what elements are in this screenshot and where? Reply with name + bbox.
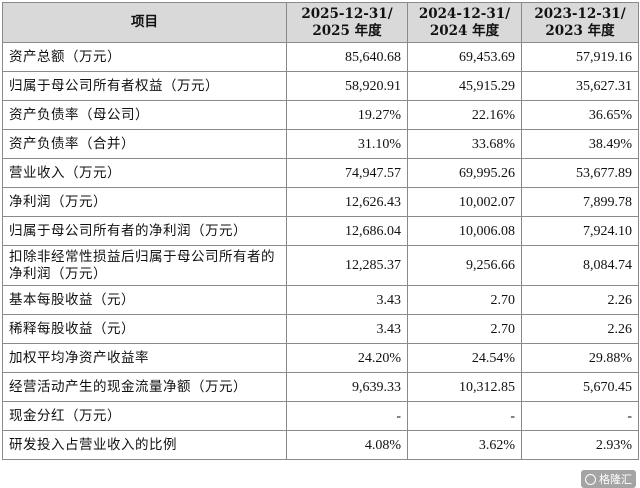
row-label: 营业收入（万元） xyxy=(2,158,287,188)
value-2025: 3.43 xyxy=(286,314,408,344)
header-2024-year: 2024 年度 xyxy=(429,22,500,39)
value-2024: 69,453.69 xyxy=(407,42,522,72)
table-row: 加权平均净资产收益率 24.20% 24.54% 29.88% xyxy=(2,343,639,373)
value-2024: 10,002.07 xyxy=(407,187,522,217)
header-2025-year: 2025 年度 xyxy=(312,22,382,39)
table-row: 资产负债率（合并） 31.10% 33.68% 38.49% xyxy=(2,129,639,159)
header-item: 项目 xyxy=(2,2,287,43)
row-label: 研发投入占营业收入的比例 xyxy=(2,430,287,460)
header-2023-date: 2023-12-31/ xyxy=(534,5,626,22)
value-2023: 7,924.10 xyxy=(521,216,639,246)
value-2025: 74,947.57 xyxy=(286,158,408,188)
value-2024: 9,256.66 xyxy=(407,245,522,286)
value-2023: 38.49% xyxy=(521,129,639,159)
value-2025: - xyxy=(286,401,408,431)
value-2025: 12,686.04 xyxy=(286,216,408,246)
table-row: 研发投入占营业收入的比例 4.08% 3.62% 2.93% xyxy=(2,430,639,460)
watermark-logo-icon xyxy=(585,473,596,485)
table-row: 净利润（万元） 12,626.43 10,002.07 7,899.78 xyxy=(2,187,639,217)
value-2025: 12,626.43 xyxy=(286,187,408,217)
table-row: 归属于母公司所有者的净利润（万元） 12,686.04 10,006.08 7,924… xyxy=(2,216,639,246)
value-2025: 4.08% xyxy=(286,430,408,460)
value-2024: 45,915.29 xyxy=(407,71,522,101)
table-row: 营业收入（万元） 74,947.57 69,995.26 53,677.89 xyxy=(2,158,639,188)
row-label: 资产负债率（合并） xyxy=(2,129,287,159)
table-row: 经营活动产生的现金流量净额（万元） 9,639.33 10,312.85 5,670.… xyxy=(2,372,639,402)
value-2025: 9,639.33 xyxy=(286,372,408,402)
value-2025: 58,920.91 xyxy=(286,71,408,101)
financial-table: 项目 2025-12-31/ 2025 年度 2024-12-31/ 2024 … xyxy=(2,2,639,460)
header-2024: 2024-12-31/ 2024 年度 xyxy=(407,2,522,43)
row-label: 资产负债率（母公司） xyxy=(2,100,287,130)
value-2023: 29.88% xyxy=(521,343,639,373)
header-2025-date: 2025-12-31/ xyxy=(301,5,393,22)
value-2024: 10,312.85 xyxy=(407,372,522,402)
value-2023: 7,899.78 xyxy=(521,187,639,217)
value-2024: 22.16% xyxy=(407,100,522,130)
header-2023-year: 2023 年度 xyxy=(545,22,615,39)
value-2024: 69,995.26 xyxy=(407,158,522,188)
table-body: 资产总额（万元） 85,640.68 69,453.69 57,919.16 归属于母公… xyxy=(2,42,639,460)
value-2024: 3.62% xyxy=(407,430,522,460)
row-label: 基本每股收益（元） xyxy=(2,285,287,315)
financial-table-container: 项目 2025-12-31/ 2025 年度 2024-12-31/ 2024 … xyxy=(2,2,639,460)
row-label: 现金分红（万元） xyxy=(2,401,287,431)
value-2023: 35,627.31 xyxy=(521,71,639,101)
header-row: 项目 2025-12-31/ 2025 年度 2024-12-31/ 2024 … xyxy=(2,2,639,43)
value-2025: 24.20% xyxy=(286,343,408,373)
value-2023: 8,084.74 xyxy=(521,245,639,286)
row-label: 经营活动产生的现金流量净额（万元） xyxy=(2,372,287,402)
table-row: 资产总额（万元） 85,640.68 69,453.69 57,919.16 xyxy=(2,42,639,72)
table-header: 项目 2025-12-31/ 2025 年度 2024-12-31/ 2024 … xyxy=(2,2,639,43)
row-label: 加权平均净资产收益率 xyxy=(2,343,287,373)
value-2023: 36.65% xyxy=(521,100,639,130)
value-2025: 31.10% xyxy=(286,129,408,159)
table-row: 稀释每股收益（元） 3.43 2.70 2.26 xyxy=(2,314,639,344)
value-2023: 53,677.89 xyxy=(521,158,639,188)
value-2024: 33.68% xyxy=(407,129,522,159)
row-label: 资产总额（万元） xyxy=(2,42,287,72)
row-label: 稀释每股收益（元） xyxy=(2,314,287,344)
header-2024-date: 2024-12-31/ xyxy=(418,5,511,22)
value-2025: 85,640.68 xyxy=(286,42,408,72)
table-row: 资产负债率（母公司） 19.27% 22.16% 36.65% xyxy=(2,100,639,130)
watermark: 格隆汇 xyxy=(581,470,636,488)
value-2023: 57,919.16 xyxy=(521,42,639,72)
table-row: 基本每股收益（元） 3.43 2.70 2.26 xyxy=(2,285,639,315)
value-2023: 2.26 xyxy=(521,314,639,344)
header-2023: 2023-12-31/ 2023 年度 xyxy=(521,2,639,43)
value-2024: 24.54% xyxy=(407,343,522,373)
value-2023: - xyxy=(521,401,639,431)
row-label: 扣除非经常性损益后归属于母公司所有者的净利润（万元） xyxy=(2,245,287,286)
value-2023: 2.93% xyxy=(521,430,639,460)
value-2024: 2.70 xyxy=(407,314,522,344)
row-label: 归属于母公司所有者权益（万元） xyxy=(2,71,287,101)
row-label: 净利润（万元） xyxy=(2,187,287,217)
value-2023: 5,670.45 xyxy=(521,372,639,402)
table-row: 扣除非经常性损益后归属于母公司所有者的净利润（万元） 12,285.37 9,256… xyxy=(2,245,639,286)
header-2025: 2025-12-31/ 2025 年度 xyxy=(286,2,408,43)
watermark-text: 格隆汇 xyxy=(599,473,632,486)
value-2024: 2.70 xyxy=(407,285,522,315)
table-row: 现金分红（万元） - - - xyxy=(2,401,639,431)
value-2023: 2.26 xyxy=(521,285,639,315)
value-2024: 10,006.08 xyxy=(407,216,522,246)
row-label: 归属于母公司所有者的净利润（万元） xyxy=(2,216,287,246)
value-2025: 3.43 xyxy=(286,285,408,315)
value-2025: 12,285.37 xyxy=(286,245,408,286)
value-2025: 19.27% xyxy=(286,100,408,130)
value-2024: - xyxy=(407,401,522,431)
table-row: 归属于母公司所有者权益（万元） 58,920.91 45,915.29 35,627.… xyxy=(2,71,639,101)
